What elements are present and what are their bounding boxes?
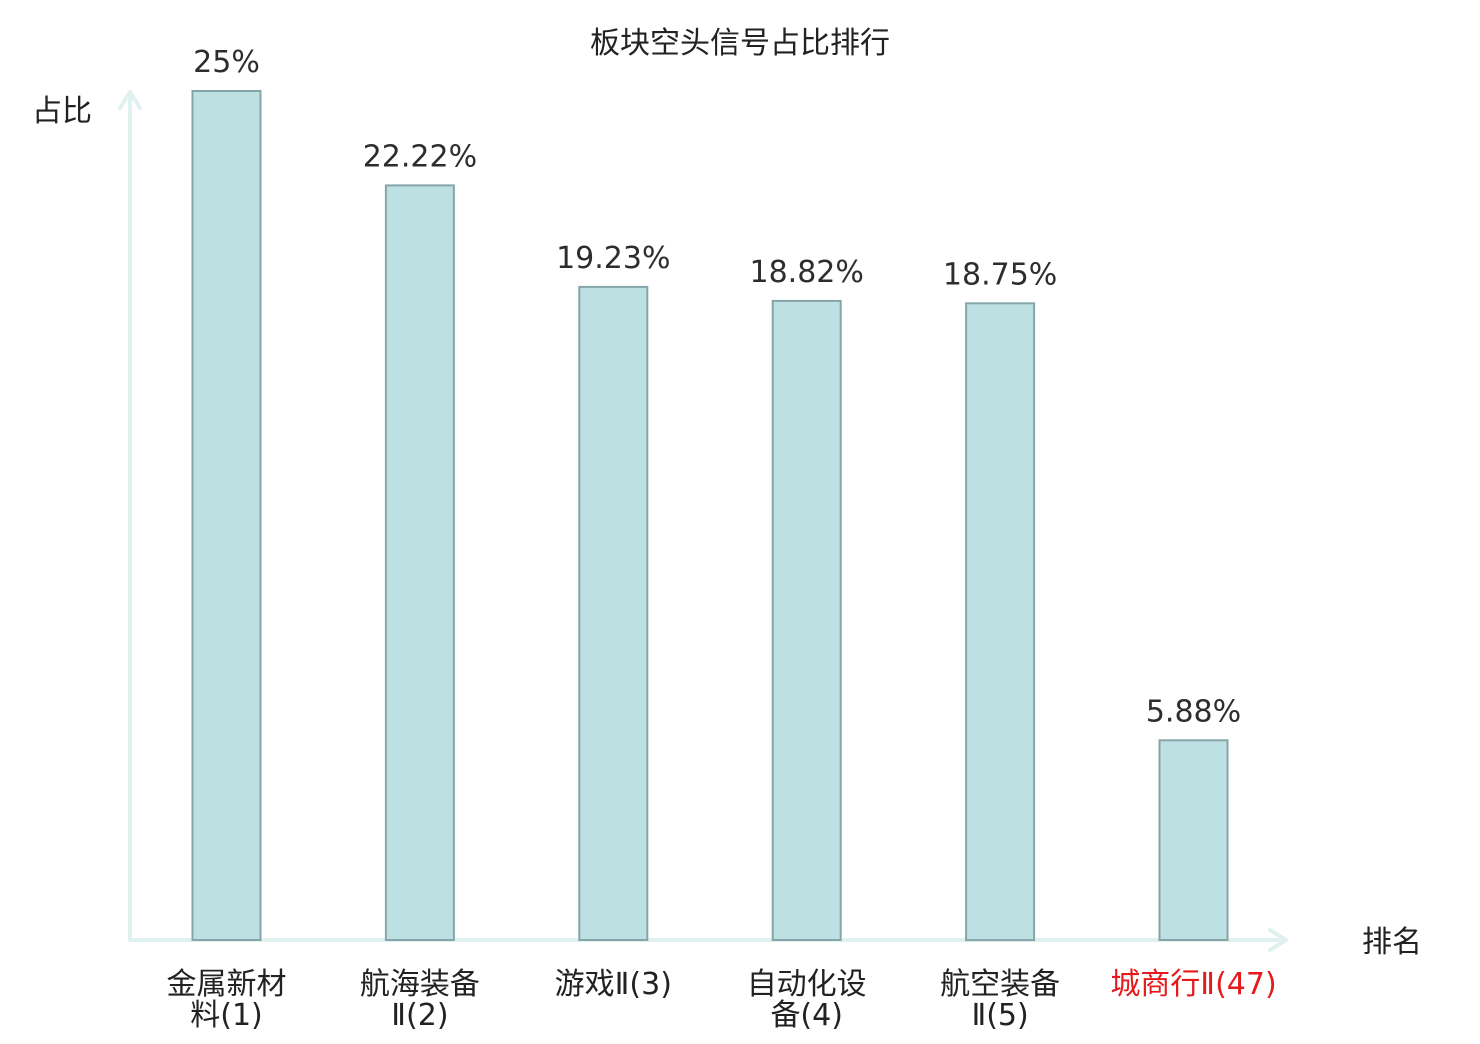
x-axis-arrow [1268,928,1288,952]
bar [965,302,1036,942]
bar-value-label: 25% [193,45,260,80]
x-tick-label: 金属新材 [167,967,287,1002]
x-tick-label: 备(4) [770,998,843,1033]
value-labels-group: 25% 22.22% 19.23% 18.82% 18.75% 5.88% [193,45,1241,729]
bar-value-label: 22.22% [363,139,477,174]
bar-value-label: 18.82% [750,255,864,290]
x-tick-label: 航空装备 [940,967,1060,1002]
axes [118,90,1288,952]
x-axis-label: 排名 [1362,925,1422,960]
x-tick-label: 游戏Ⅱ(3) [555,967,672,1002]
x-tick-label: 航海装备 [360,967,480,1002]
chart-title: 板块空头信号占比排行 [590,26,890,61]
bar [191,90,262,941]
x-tick-label: 自动化设 [747,967,867,1002]
y-axis-arrow [118,90,142,110]
bars-group [191,90,1229,942]
x-tick-label: 城商行Ⅱ(47) [1110,967,1276,1002]
y-axis-label: 占比 [32,94,92,129]
bar-value-label: 18.75% [943,257,1057,292]
x-tick-label: 料(1) [190,998,263,1033]
bar [384,184,455,941]
bar-value-label: 5.88% [1146,694,1241,729]
bar [578,285,649,941]
bar [771,299,842,941]
x-tick-label: Ⅱ(5) [971,998,1028,1033]
bar [1158,739,1229,941]
x-tick-label: Ⅱ(2) [391,998,448,1033]
bar-value-label: 19.23% [556,241,670,276]
